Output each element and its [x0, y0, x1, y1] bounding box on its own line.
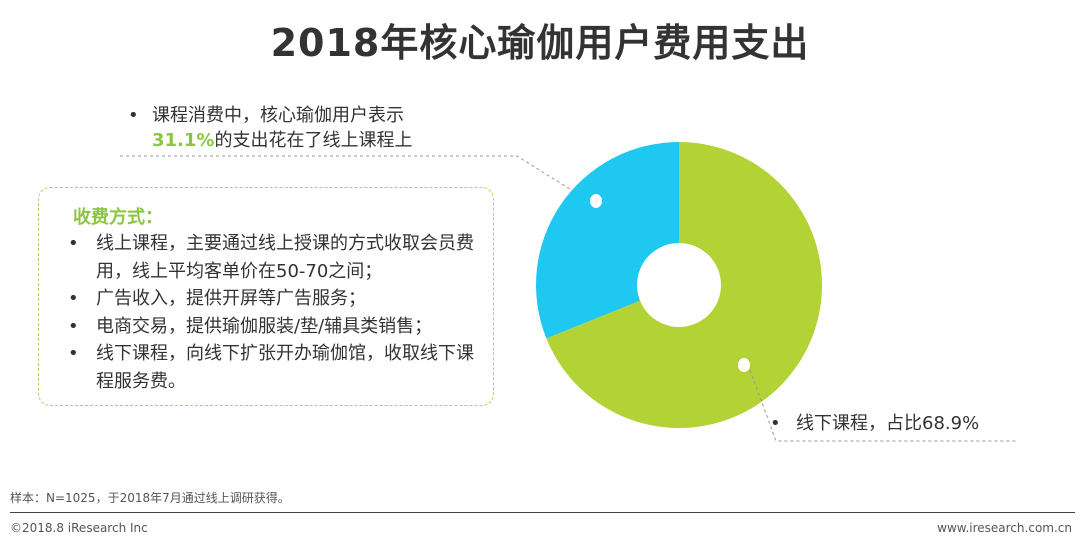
bullet-icon: • [68, 233, 79, 254]
offline-leader-line [749, 369, 1016, 442]
online-callout-line2: 的支出花在了线上课程上 [214, 130, 413, 151]
list-item: • 线上课程，主要通过线上授课的方式收取会员费用，线上平均客单价在50-70之间； [68, 230, 476, 285]
online-slice-marker [590, 194, 602, 208]
list-item: • 广告收入，提供开屏等广告服务； [68, 285, 476, 313]
bullet-icon: • [68, 288, 79, 309]
payment-methods-list: • 线上课程，主要通过线上授课的方式收取会员费用，线上平均客单价在50-70之间；… [68, 230, 476, 395]
footer-divider [10, 512, 1075, 513]
list-item-text: 电商交易，提供瑜伽服装/垫/辅具类销售； [96, 315, 433, 337]
sample-footnote: 样本：N=1025，于2018年7月通过线上调研获得。 [10, 491, 290, 505]
list-item-text: 广告收入，提供开屏等广告服务； [96, 288, 366, 309]
payment-methods-heading: 收费方式： [73, 207, 163, 228]
online-share-value: 31.1% [152, 130, 215, 151]
offline-callout-text: 线下课程，占比68.9% [796, 413, 980, 434]
website-link[interactable]: www.iresearch.com.cn [937, 521, 1072, 535]
list-item: • 电商交易，提供瑜伽服装/垫/辅具类销售； [68, 313, 476, 341]
list-item-text: 线下课程，向线下扩张开办瑜伽馆，收取线下课程服务费。 [96, 343, 474, 392]
donut-hole [637, 243, 721, 327]
bullet-icon: • [68, 343, 79, 364]
copyright: ©2018.8 iResearch Inc [10, 521, 148, 535]
offline-slice-marker [738, 358, 750, 372]
online-callout-line1: 课程消费中，核心瑜伽用户表示 [152, 105, 404, 126]
list-item-text: 线上课程，主要通过线上授课的方式收取会员费用，线上平均客单价在50-70之间； [96, 233, 474, 282]
online-leader-line [120, 155, 574, 192]
bullet-icon: • [128, 105, 139, 126]
list-item: • 线下课程，向线下扩张开办瑜伽馆，收取线下课程服务费。 [68, 340, 476, 395]
online-callout: • 课程消费中，核心瑜伽用户表示 31.1%的支出花在了线上课程上 [128, 103, 412, 153]
payment-methods-box [38, 187, 494, 406]
page-title: 2018年核心瑜伽用户费用支出 [270, 21, 810, 65]
offline-callout: • 线下课程，占比68.9% [770, 409, 979, 435]
bullet-icon: • [68, 315, 79, 337]
bullet-icon: • [770, 413, 781, 434]
